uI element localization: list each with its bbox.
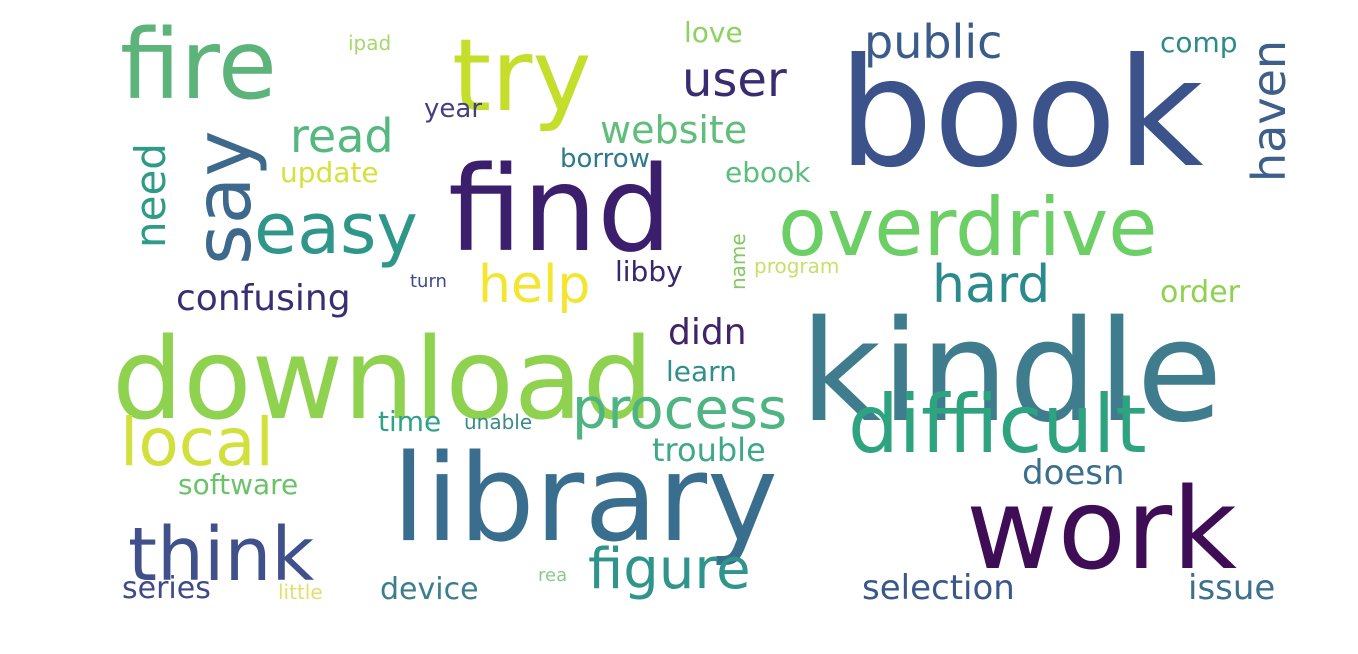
word-say: say [179,130,269,265]
word-think: think [128,512,314,598]
word-doesn: doesn [1022,453,1125,493]
word-software: software [178,468,298,501]
word-ipad: ipad [348,31,391,55]
word-book: book [838,27,1204,201]
word-read: read [290,109,394,163]
word-difficult: difficult [848,378,1147,471]
word-order: order [1160,275,1241,310]
word-haven: haven [1242,40,1296,182]
word-update: update [280,156,379,189]
word-issue: issue [1188,568,1275,608]
word-little: little [278,580,323,604]
word-turn: turn [410,271,447,292]
word-selection: selection [862,568,1015,608]
word-fire: fire [120,9,277,121]
word-didn: didn [668,312,747,353]
word-unable: unable [464,410,532,434]
word-rea: rea [538,565,567,586]
word-confusing: confusing [176,278,351,319]
word-download: download [112,315,654,445]
word-website: website [600,108,747,152]
word-easy: easy [254,188,418,270]
word-hard: hard [932,255,1050,315]
word-program: program [754,254,839,278]
word-love: love [684,16,743,49]
word-comp: comp [1160,26,1238,59]
word-year: year [424,94,482,124]
word-series: series [122,571,211,606]
word-device: device [380,572,479,607]
word-work: work [966,465,1237,595]
word-process: process [572,377,787,442]
word-time: time [378,405,441,438]
word-public: public [864,15,1002,69]
word-library: library [392,430,778,569]
word-figure: figure [588,537,751,602]
word-name: name [726,233,750,290]
word-borrow: borrow [560,144,650,174]
word-kindle: kindle [800,291,1223,454]
word-local: local [120,404,274,481]
word-libby: libby [615,255,683,288]
word-find: find [448,140,672,278]
word-trouble: trouble [652,431,766,469]
word-ebook: ebook [725,156,811,189]
word-help: help [478,255,590,315]
word-try: try [452,17,592,134]
word-overdrive: overdrive [778,181,1157,274]
word-user: user [682,52,787,108]
word-learn: learn [666,355,737,388]
word-need: need [126,143,175,248]
